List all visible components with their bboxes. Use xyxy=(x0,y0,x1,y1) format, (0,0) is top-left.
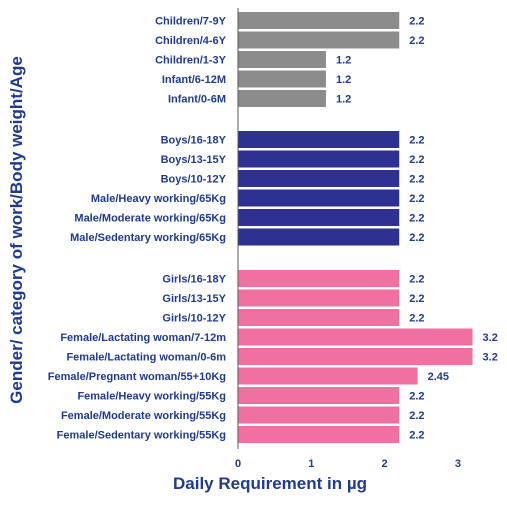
category-label: Children/4-6Y xyxy=(155,35,227,47)
data-label: 2.2 xyxy=(409,410,424,422)
bars-layer: Children/7-9Y 2.2 Children/4-6Y 2.2 Children… xyxy=(48,8,498,449)
category-label: Children/1-3Y xyxy=(155,55,227,67)
category-label: Female/Sedentary working/55Kg xyxy=(57,430,226,442)
bar-boys-10-12y xyxy=(238,170,400,187)
bar-boys-13-15y xyxy=(238,150,400,168)
data-label: 3.2 xyxy=(483,352,498,364)
x-axis-ticks: 0 1 2 3 xyxy=(235,458,461,470)
x-axis-title: Daily Requirement in µg xyxy=(173,474,367,493)
bar-boys-16-18y xyxy=(238,131,400,148)
bar-female-sedentary-working-55kg xyxy=(238,426,400,443)
data-label: 2.2 xyxy=(409,193,424,205)
bar-girls-10-12y xyxy=(238,309,400,326)
x-tick-label: 2 xyxy=(382,458,388,470)
data-label: 2.2 xyxy=(409,135,424,147)
data-label: 3.2 xyxy=(483,332,498,344)
category-label: Girls/10-12Y xyxy=(162,313,226,325)
data-label: 2.45 xyxy=(428,371,449,383)
data-label: 2.2 xyxy=(409,154,424,166)
bar-girls-16-18y xyxy=(238,270,400,287)
bar-female-pregnant-woman-55-10kg xyxy=(238,367,418,385)
bar-male-sedentary-working-65kg xyxy=(238,228,400,246)
bar-children-7-9y xyxy=(238,12,400,29)
y-axis-title: Gender/ category of work/Body weight/Age xyxy=(7,56,26,404)
bar-female-heavy-working-55kg xyxy=(238,387,400,404)
category-label: Female/Lactating woman/0-6m xyxy=(66,352,226,364)
data-label: 1.2 xyxy=(336,55,351,67)
x-tick-label: 0 xyxy=(235,458,241,470)
data-label: 2.2 xyxy=(409,313,424,325)
category-label: Girls/16-18Y xyxy=(162,274,226,286)
category-label: Infant/0-6M xyxy=(168,94,226,106)
data-label: 2.2 xyxy=(409,174,424,186)
category-label: Boys/10-12Y xyxy=(161,174,227,186)
category-label: Male/Heavy working/65Kg xyxy=(91,193,226,205)
bar-children-4-6y xyxy=(238,31,400,49)
bar-female-moderate-working-55kg xyxy=(238,406,400,424)
bar-female-lactating-woman-7-12m xyxy=(238,328,473,346)
data-label: 2.2 xyxy=(409,232,424,244)
bar-female-lactating-woman-0-6m xyxy=(238,348,473,365)
data-label: 2.2 xyxy=(409,274,424,286)
data-label: 2.2 xyxy=(409,430,424,442)
category-label: Female/Lactating woman/7-12m xyxy=(60,332,226,344)
category-label: Boys/13-15Y xyxy=(161,154,227,166)
bar-children-1-3y xyxy=(238,51,326,68)
x-tick-label: 1 xyxy=(308,458,314,470)
bar-infant-6-12m xyxy=(238,70,326,88)
category-label: Female/Pregnant woman/55+10Kg xyxy=(48,371,226,383)
bar-infant-0-6m xyxy=(238,90,326,107)
category-label: Male/Sedentary working/65Kg xyxy=(70,232,226,244)
data-label: 2.2 xyxy=(409,35,424,47)
category-label: Boys/16-18Y xyxy=(161,135,227,147)
bar-girls-13-15y xyxy=(238,289,400,307)
category-label: Female/Heavy working/55Kg xyxy=(77,391,226,403)
category-label: Girls/13-15Y xyxy=(162,293,226,305)
data-label: 2.2 xyxy=(409,16,424,28)
data-label: 1.2 xyxy=(336,94,351,106)
data-label: 1.2 xyxy=(336,74,351,86)
data-label: 2.2 xyxy=(409,213,424,225)
data-label: 2.2 xyxy=(409,391,424,403)
x-tick-label: 3 xyxy=(455,458,461,470)
category-label: Male/Moderate working/65Kg xyxy=(74,213,226,225)
category-label: Children/7-9Y xyxy=(155,16,227,28)
bar-male-moderate-working-65kg xyxy=(238,209,400,226)
data-label: 2.2 xyxy=(409,293,424,305)
bar-male-heavy-working-65kg xyxy=(238,189,400,207)
category-label: Infant/6-12M xyxy=(162,74,226,86)
category-label: Female/Moderate working/55Kg xyxy=(61,410,226,422)
